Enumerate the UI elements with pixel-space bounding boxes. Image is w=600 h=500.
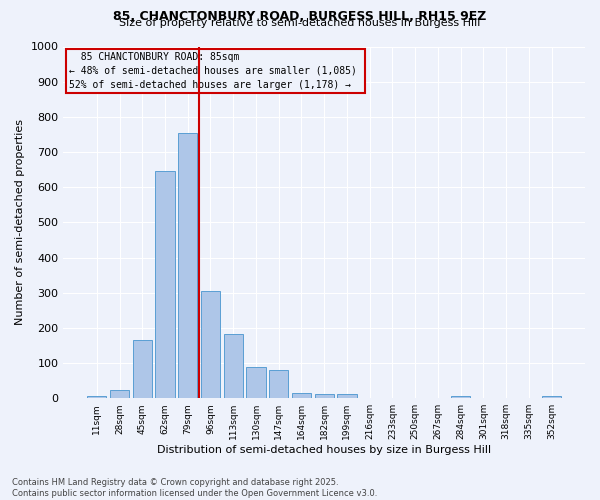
Bar	[178, 132, 197, 398]
Bar	[542, 396, 561, 398]
Text: Contains HM Land Registry data © Crown copyright and database right 2025.
Contai: Contains HM Land Registry data © Crown c…	[12, 478, 377, 498]
Text: 85 CHANCTONBURY ROAD: 85sqm
← 48% of semi-detached houses are smaller (1,085)
52: 85 CHANCTONBURY ROAD: 85sqm ← 48% of sem…	[68, 52, 362, 90]
Bar	[451, 396, 470, 398]
Bar	[337, 394, 356, 398]
Text: 85, CHANCTONBURY ROAD, BURGESS HILL, RH15 9EZ: 85, CHANCTONBURY ROAD, BURGESS HILL, RH1…	[113, 10, 487, 23]
Bar	[224, 334, 243, 398]
Y-axis label: Number of semi-detached properties: Number of semi-detached properties	[15, 120, 25, 326]
Bar	[87, 396, 106, 398]
Bar	[314, 394, 334, 398]
Bar	[269, 370, 289, 398]
Bar	[292, 393, 311, 398]
X-axis label: Distribution of semi-detached houses by size in Burgess Hill: Distribution of semi-detached houses by …	[157, 445, 491, 455]
Bar	[247, 366, 266, 398]
Text: Size of property relative to semi-detached houses in Burgess Hill: Size of property relative to semi-detach…	[119, 18, 481, 28]
Bar	[155, 172, 175, 398]
Bar	[201, 291, 220, 398]
Bar	[110, 390, 129, 398]
Bar	[133, 340, 152, 398]
